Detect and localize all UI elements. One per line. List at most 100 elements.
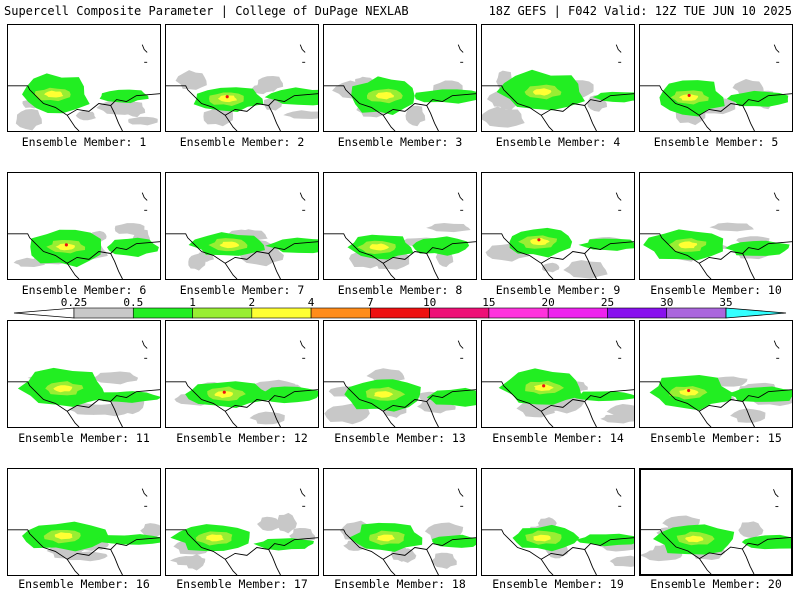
ensemble-member-panel[interactable] (481, 24, 635, 132)
coastline (584, 401, 597, 427)
ensemble-member-panel[interactable] (7, 468, 161, 576)
ensemble-member-panel[interactable] (323, 24, 477, 132)
ensemble-member-panel[interactable] (639, 24, 793, 132)
scp-shading-light (395, 548, 417, 563)
scp-shading-yellow (55, 243, 75, 251)
ensemble-member-panel[interactable] (165, 24, 319, 132)
ensemble-member-panel[interactable] (323, 172, 477, 280)
coastline (66, 241, 160, 264)
island-outline (615, 340, 622, 349)
scp-max-dot (537, 238, 541, 242)
colorbar-segment (370, 307, 430, 319)
scp-shading-green (432, 534, 476, 548)
ensemble-member-panel[interactable] (639, 468, 793, 576)
state-outline (8, 233, 80, 279)
state-outline (482, 381, 554, 427)
scp-map (166, 44, 318, 131)
scp-shading-green (412, 236, 470, 256)
coastline (584, 105, 597, 131)
state-outline (640, 233, 712, 279)
scp-shading-light (125, 102, 146, 118)
ensemble-member-panel[interactable] (481, 172, 635, 280)
scp-shading-yellow (678, 241, 698, 249)
ensemble-member-caption: Ensemble Member: 2 (179, 135, 305, 149)
ensemble-member-panel[interactable] (7, 172, 161, 280)
coastline (540, 389, 634, 412)
scp-shading-green (264, 87, 318, 106)
island-outline (141, 488, 148, 497)
coastline (426, 105, 439, 131)
ensemble-member-caption: Ensemble Member: 10 (650, 283, 782, 297)
state-outline (324, 529, 396, 575)
coastline (268, 549, 281, 575)
ensemble-member-panel[interactable] (165, 468, 319, 576)
colorbar-segment (251, 307, 312, 319)
colorbar-tick-label: 35 (719, 296, 732, 309)
state-outline (324, 85, 396, 131)
island-outline (615, 192, 622, 201)
scp-max-dot (222, 390, 226, 394)
scp-shading-light (75, 110, 96, 121)
ensemble-member-panel[interactable] (165, 320, 319, 428)
scp-max-dot (687, 93, 691, 98)
state-outline (482, 85, 554, 131)
scp-shading-yellow (532, 88, 552, 96)
scp-map (166, 192, 318, 279)
ensemble-member-panel[interactable] (323, 468, 477, 576)
scp-shading-light (609, 555, 634, 567)
island-outline (141, 192, 148, 201)
island-outline (457, 192, 464, 201)
scp-map (324, 488, 476, 575)
ensemble-member-panel[interactable] (7, 24, 161, 132)
island-outline (773, 192, 780, 201)
ensemble-member-caption: Ensemble Member: 13 (334, 431, 466, 445)
scp-shading-yellow (369, 243, 390, 251)
ensemble-member-panel[interactable] (639, 172, 793, 280)
island-outline (141, 44, 148, 53)
colorbar-segment (429, 307, 490, 319)
ensemble-member-caption: Ensemble Member: 8 (337, 283, 463, 297)
scp-shading-light (709, 222, 754, 232)
scp-shading-light (430, 552, 457, 569)
scp-map (324, 340, 476, 427)
ensemble-member-caption: Ensemble Member: 3 (337, 135, 463, 149)
state-outline (166, 529, 238, 575)
island-outline (773, 489, 779, 498)
colorbar-segment (607, 307, 668, 319)
ensemble-member-panel[interactable] (639, 320, 793, 428)
ensemble-member-panel[interactable] (323, 320, 477, 428)
scp-map (166, 488, 318, 575)
state-outline (482, 233, 554, 279)
coastline (741, 548, 755, 574)
scp-shading-yellow (376, 534, 395, 542)
colorbar-tick-label: 4 (308, 296, 315, 309)
colorbar-tick-label: 2 (249, 296, 256, 309)
scp-shading-yellow (44, 90, 64, 98)
scp-shading-light (730, 408, 766, 423)
scp-shading-yellow (679, 388, 699, 396)
scp-shading-light (128, 116, 158, 126)
scp-shading-yellow (214, 391, 234, 398)
island-outline (299, 488, 306, 497)
scp-map (640, 192, 792, 279)
ensemble-member-panel[interactable] (165, 172, 319, 280)
scp-shading-green (106, 237, 159, 258)
island-outline (615, 488, 622, 497)
coastline (268, 253, 281, 279)
ensemble-member-caption: Ensemble Member: 15 (650, 431, 782, 445)
ensemble-member-caption: Ensemble Member: 17 (176, 577, 308, 591)
scp-map (482, 44, 634, 131)
ensemble-member-panel[interactable] (481, 468, 635, 576)
ensemble-member-panel[interactable] (481, 320, 635, 428)
scp-shading-yellow (375, 92, 395, 100)
scp-shading-green (99, 89, 149, 104)
coastline (699, 536, 791, 559)
scp-shading-yellow (205, 534, 224, 542)
colorbar-segment (666, 307, 727, 319)
ensemble-member-caption: Ensemble Member: 4 (495, 135, 621, 149)
scp-shading-light (257, 516, 280, 531)
ensemble-member-panel[interactable] (7, 320, 161, 428)
scp-shading-light (405, 105, 426, 127)
island-outline (457, 44, 464, 53)
colorbar-left-arrow (13, 307, 75, 319)
